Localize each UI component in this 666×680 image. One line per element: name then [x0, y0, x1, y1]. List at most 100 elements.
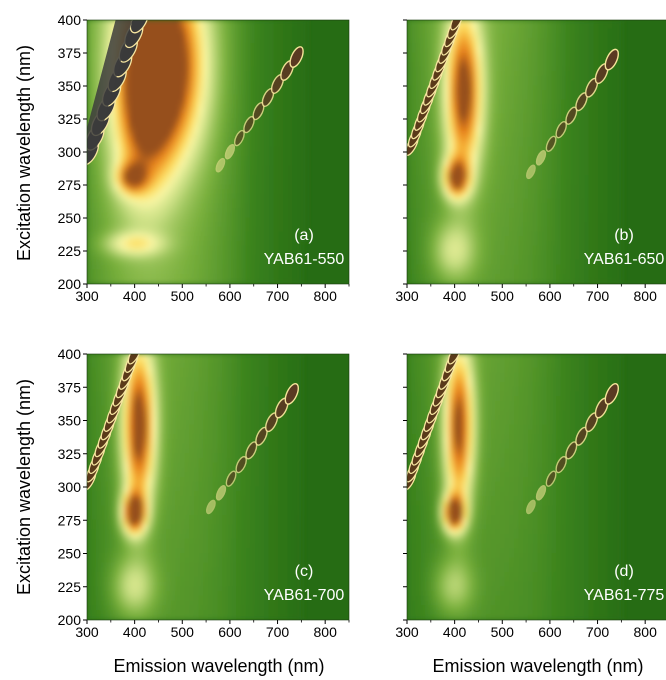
heatmap-cell — [184, 236, 191, 243]
heatmap-cell — [523, 38, 530, 45]
heatmap-cell — [222, 33, 228, 40]
heatmap-cell — [91, 212, 97, 219]
heatmap-cell — [250, 245, 256, 252]
heatmap-cell — [236, 85, 242, 92]
heatmap-cell — [439, 113, 445, 120]
heatmap-cell — [593, 226, 600, 233]
heatmap-cell — [411, 160, 417, 167]
heatmap-cell — [439, 236, 445, 243]
heatmap-cell — [420, 85, 427, 92]
heatmap-cell — [128, 278, 135, 284]
heatmap-cell — [180, 43, 186, 49]
heatmap-cell — [254, 175, 261, 181]
heatmap-cell — [467, 76, 473, 82]
heatmap-cell — [109, 24, 116, 30]
heatmap-cell — [175, 184, 182, 191]
heatmap-cell — [87, 76, 93, 82]
heatmap-cell — [429, 217, 436, 224]
heatmap-cell — [523, 264, 530, 271]
heatmap-cell — [184, 109, 191, 115]
heatmap-cell — [439, 170, 445, 177]
heatmap-cell — [170, 118, 177, 125]
heatmap-cell — [264, 104, 270, 111]
heatmap-cell — [453, 175, 459, 181]
heatmap-cell — [518, 170, 525, 177]
heatmap-cell — [184, 66, 191, 73]
heatmap-cell — [407, 38, 413, 45]
heatmap-cell — [87, 241, 93, 247]
heatmap-cell — [542, 20, 548, 26]
heatmap-cell — [500, 245, 506, 252]
heatmap-cell — [142, 137, 149, 144]
heatmap-cell — [537, 94, 544, 101]
heatmap-cell — [523, 76, 530, 82]
heatmap-cell — [481, 245, 488, 252]
heatmap-cell — [152, 217, 158, 224]
heatmap-cell — [457, 189, 464, 195]
heatmap-cell — [147, 43, 153, 49]
heatmap-cell — [180, 99, 186, 106]
heatmap-cell — [504, 179, 511, 186]
heatmap-cell — [551, 241, 558, 247]
heatmap-cell — [254, 47, 261, 54]
heatmap-cell — [254, 245, 261, 252]
heatmap-cell — [453, 71, 459, 78]
heatmap-cell — [574, 146, 581, 153]
heatmap-cell — [184, 250, 191, 257]
heatmap-cell — [481, 170, 488, 177]
heatmap-cell — [523, 137, 530, 144]
heatmap-cell — [194, 245, 200, 252]
heatmap-cell — [434, 175, 441, 181]
heatmap-cell — [443, 146, 450, 153]
heatmap-cell — [301, 20, 308, 26]
heatmap-cell — [518, 24, 525, 30]
heatmap-cell — [287, 156, 294, 162]
heatmap-cell — [175, 24, 182, 30]
heatmap-cell — [198, 47, 205, 54]
heatmap-cell — [180, 80, 186, 87]
heatmap-cell — [556, 94, 562, 101]
heatmap-cell — [518, 127, 525, 134]
heatmap-cell — [105, 179, 111, 186]
heatmap-cell — [180, 264, 186, 271]
heatmap-cell — [114, 165, 121, 172]
heatmap-cell — [297, 269, 303, 276]
heatmap-cell — [287, 52, 294, 59]
heatmap-cell — [166, 47, 172, 54]
heatmap-cell — [175, 212, 182, 219]
heatmap-cell — [278, 20, 284, 26]
heatmap-cell — [254, 198, 261, 205]
heatmap-cell — [486, 245, 492, 252]
heatmap-cell — [100, 28, 107, 35]
heatmap-cell — [264, 146, 270, 153]
heatmap-cell — [283, 146, 289, 153]
heatmap-cell — [217, 52, 224, 59]
heatmap-cell — [170, 165, 177, 172]
heatmap-area — [87, 20, 349, 284]
heatmap-cell — [407, 278, 413, 284]
heatmap-cell — [254, 212, 261, 219]
heatmap-cell — [100, 184, 107, 191]
heatmap-cell — [467, 226, 473, 233]
heatmap-cell — [198, 24, 205, 30]
heatmap-cell — [429, 61, 436, 68]
heatmap-cell — [504, 156, 511, 162]
heatmap-cell — [95, 80, 102, 87]
heatmap-cell — [528, 264, 534, 271]
heatmap-cell — [532, 245, 539, 252]
heatmap-cell — [560, 33, 567, 40]
heatmap-cell — [240, 33, 247, 40]
heatmap-cell — [448, 198, 455, 205]
heatmap-cell — [495, 38, 502, 45]
heatmap-cell — [194, 250, 200, 257]
heatmap-cell — [278, 193, 284, 200]
heatmap-cell — [95, 198, 102, 205]
heatmap-cell — [297, 274, 303, 280]
heatmap-cell — [486, 250, 492, 257]
heatmap-cell — [537, 99, 544, 106]
heatmap-cell — [245, 255, 252, 261]
heatmap-cell — [570, 90, 576, 96]
heatmap-cell — [287, 109, 294, 115]
heatmap-cell — [109, 127, 116, 134]
heatmap-cell — [297, 99, 303, 106]
